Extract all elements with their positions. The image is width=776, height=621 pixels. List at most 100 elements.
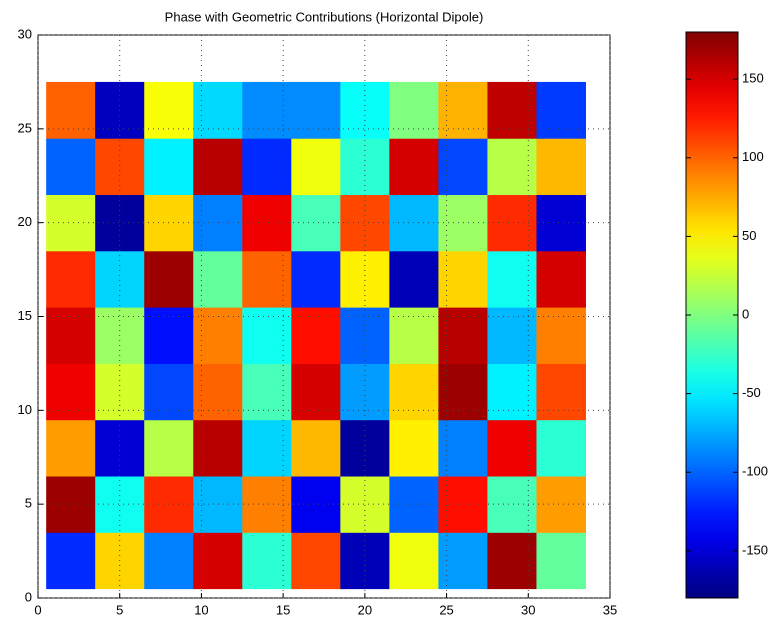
heat-cell	[193, 307, 243, 364]
colorbar-tick-label: 150	[742, 71, 764, 86]
heat-cell	[536, 138, 586, 196]
heat-cell	[193, 419, 243, 477]
heat-cell	[487, 476, 537, 533]
heat-cell	[487, 532, 537, 590]
heat-cell	[487, 419, 537, 477]
heat-cell	[291, 532, 341, 590]
heat-cell	[46, 363, 96, 421]
heat-cell	[389, 363, 439, 421]
colorbar-tick-label: 0	[742, 306, 749, 321]
heat-cell	[144, 363, 194, 421]
colorbar-tick-label: 50	[742, 228, 756, 243]
heat-cell	[46, 138, 96, 196]
y-tick-label: 5	[25, 496, 32, 511]
heat-cell	[144, 307, 194, 364]
chart-title: Phase with Geometric Contributions (Hori…	[165, 9, 484, 24]
heat-cell	[389, 532, 439, 590]
y-tick-label: 0	[25, 589, 32, 604]
y-tick-label: 10	[18, 402, 32, 417]
heat-cell	[536, 363, 586, 421]
heat-cell	[95, 419, 145, 477]
y-tick-label: 20	[18, 214, 32, 229]
heat-cell	[95, 363, 145, 421]
heat-cell	[389, 419, 439, 477]
heat-cell	[438, 250, 488, 308]
heat-cell	[46, 532, 96, 590]
heat-cell	[389, 250, 439, 308]
heatmap	[46, 81, 586, 590]
heat-cell	[389, 476, 439, 533]
heat-cell	[291, 138, 341, 196]
heat-cell	[291, 250, 341, 308]
heat-cell	[242, 138, 292, 196]
heat-cell	[193, 138, 243, 196]
heat-cell	[487, 307, 537, 364]
colorbar-tick-label: -50	[742, 385, 761, 400]
heat-cell	[487, 138, 537, 196]
heat-cell	[144, 138, 194, 196]
y-tick-label: 15	[18, 308, 32, 323]
y-tick-label: 25	[18, 120, 32, 135]
heat-cell	[46, 307, 96, 364]
heat-cell	[144, 81, 194, 139]
heat-cell	[291, 307, 341, 364]
x-tick-label: 25	[439, 602, 453, 617]
heat-cell	[340, 363, 390, 421]
heat-cell	[438, 138, 488, 196]
heat-cell	[242, 363, 292, 421]
heat-cell	[536, 476, 586, 533]
heat-cell	[389, 138, 439, 196]
heat-cell	[536, 419, 586, 477]
heat-cell	[389, 194, 439, 252]
heat-cell	[487, 194, 537, 252]
x-tick-label: 0	[34, 602, 41, 617]
heat-cell	[536, 307, 586, 364]
heat-cell	[242, 476, 292, 533]
x-tick-label: 20	[358, 602, 372, 617]
heat-cell	[340, 419, 390, 477]
heat-cell	[487, 81, 537, 139]
axes: 0 5 10 15 20 25 30 35 0 5 10 15 20 25 30	[18, 26, 618, 617]
heat-cell	[46, 81, 96, 139]
heat-cell	[536, 81, 586, 139]
heat-cell	[487, 250, 537, 308]
heat-cell	[487, 363, 537, 421]
heat-cell	[242, 81, 292, 139]
heat-cell	[536, 250, 586, 308]
heat-cell	[438, 81, 488, 139]
colorbar-tick-label: -100	[742, 464, 768, 479]
heat-cell	[291, 81, 341, 139]
heat-cell	[291, 476, 341, 533]
heat-cell	[242, 307, 292, 364]
colorbar-tick-label: 100	[742, 149, 764, 164]
heat-cell	[291, 419, 341, 477]
heat-cell	[95, 476, 145, 533]
heat-cell	[95, 138, 145, 196]
heat-cell	[340, 138, 390, 196]
heat-cell	[46, 419, 96, 477]
heat-cell	[193, 81, 243, 139]
heat-cell	[389, 81, 439, 139]
heat-cell	[242, 250, 292, 308]
heat-cell	[340, 250, 390, 308]
heat-cell	[144, 532, 194, 590]
heat-cell	[95, 250, 145, 308]
heat-cell	[193, 532, 243, 590]
x-tick-label: 15	[276, 602, 290, 617]
heat-cell	[46, 250, 96, 308]
heat-cell	[438, 532, 488, 590]
heat-cell	[438, 419, 488, 477]
heat-cell	[340, 194, 390, 252]
heat-cell	[291, 194, 341, 252]
heat-cell	[242, 419, 292, 477]
heat-cell	[144, 419, 194, 477]
heat-cell	[193, 363, 243, 421]
y-tick-label: 30	[18, 26, 32, 41]
heat-cell	[242, 532, 292, 590]
heat-cell	[242, 194, 292, 252]
heat-cell	[389, 307, 439, 364]
heat-cell	[46, 476, 96, 533]
heat-cell	[95, 194, 145, 252]
